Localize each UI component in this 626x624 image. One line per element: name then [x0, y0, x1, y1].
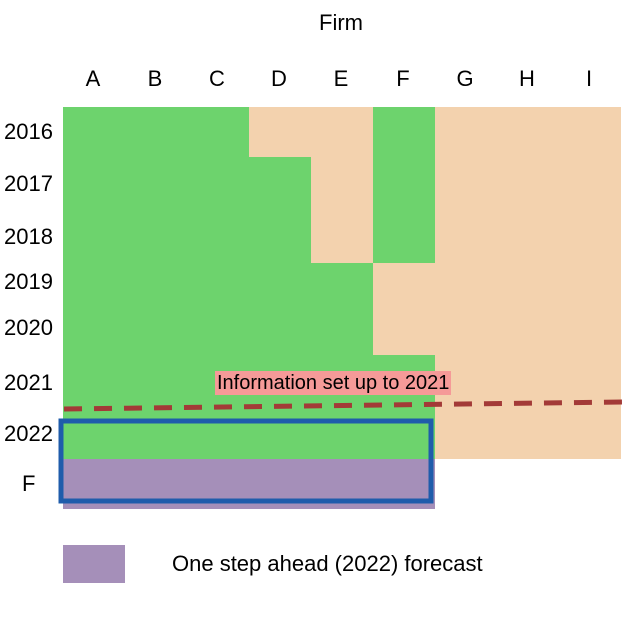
legend-swatch [63, 545, 125, 583]
grid-cell-2018-c [187, 210, 249, 263]
information-set-line [63, 399, 626, 412]
grid-cell-2019-c [187, 263, 249, 300]
grid-cell-2020-b [125, 300, 187, 355]
grid-cell-2022-i [559, 410, 621, 459]
grid-cell-2020-d [249, 300, 311, 355]
column-label-f: F [396, 66, 410, 91]
column-label-i: I [585, 66, 593, 91]
grid-cell-2018-d [249, 210, 311, 263]
legend-label: One step ahead (2022) forecast [172, 551, 483, 576]
grid-cell-2022-b [125, 410, 187, 459]
grid-cell-2019-b [125, 263, 187, 300]
grid-cell-2022-d [249, 410, 311, 459]
grid-cell-2018-i [559, 210, 621, 263]
grid-cell-2016-i [559, 107, 621, 157]
grid-cell-2020-g [435, 300, 497, 355]
grid-cell-2019-g [435, 263, 497, 300]
column-label-g: G [456, 66, 474, 91]
row-label-2018: 2018 [4, 224, 53, 249]
grid-cell-2016-g [435, 107, 497, 157]
grid-cell-2021-a [63, 355, 125, 410]
grid-cell-2016-h [497, 107, 559, 157]
column-label-d: D [271, 66, 287, 91]
grid-cell-2017-a [63, 157, 125, 210]
grid-cell-2017-i [559, 157, 621, 210]
grid-cell-2019-h [497, 263, 559, 300]
grid-cell-2019-e [311, 263, 373, 300]
grid-cell-2020-i [559, 300, 621, 355]
grid-cell-2016-b [125, 107, 187, 157]
grid-cell-2022-a [63, 410, 125, 459]
grid-cell-2019-a [63, 263, 125, 300]
grid-cell-2017-b [125, 157, 187, 210]
grid-cell-2019-i [559, 263, 621, 300]
column-label-a: A [85, 66, 101, 91]
grid-cell-2020-e [311, 300, 373, 355]
grid-cell-2018-h [497, 210, 559, 263]
grid-cell-2016-f [373, 107, 435, 157]
row-label-2019: 2019 [4, 269, 53, 294]
grid-cell-2022-e [311, 410, 373, 459]
grid-cell-2016-a [63, 107, 125, 157]
grid-cell-2021-b [125, 355, 187, 410]
grid-cell-2016-e [311, 107, 373, 157]
row-label-2017: 2017 [4, 171, 53, 196]
row-label-2016: 2016 [4, 119, 53, 144]
grid-cell-2017-e [311, 157, 373, 210]
grid-cell-2018-g [435, 210, 497, 263]
row-label-2022: 2022 [4, 421, 53, 446]
grid-cell-2022-h [497, 410, 559, 459]
grid-cell-2022-g [435, 410, 497, 459]
evaluation-box [58, 418, 434, 504]
grid-cell-2017-c [187, 157, 249, 210]
column-label-h: H [519, 66, 535, 91]
grid-cell-2019-f [373, 263, 435, 300]
column-label-c: C [209, 66, 225, 91]
row-label-2020: 2020 [4, 315, 53, 340]
grid-cell-2017-g [435, 157, 497, 210]
grid-cell-2018-f [373, 210, 435, 263]
grid-cell-2022-c [187, 410, 249, 459]
grid-cell-2016-c [187, 107, 249, 157]
grid-cell-2018-b [125, 210, 187, 263]
grid-cell-2020-f [373, 300, 435, 355]
column-label-b: B [147, 66, 163, 91]
grid-cell-2020-h [497, 300, 559, 355]
column-label-e: E [333, 66, 349, 91]
grid-cell-2020-a [63, 300, 125, 355]
grid-cell-2019-d [249, 263, 311, 300]
grid-cell-2022-f [373, 410, 435, 459]
grid-cell-2017-h [497, 157, 559, 210]
row-label-forecast: F [22, 471, 36, 496]
grid-cell-2018-e [311, 210, 373, 263]
grid-cell-2017-f [373, 157, 435, 210]
chart-title: Firm [319, 10, 363, 35]
information-set-label: Information set up to 2021 [215, 371, 452, 395]
row-label-2021: 2021 [4, 370, 53, 395]
grid-cell-2018-a [63, 210, 125, 263]
grid-cell-2020-c [187, 300, 249, 355]
grid-cell-2016-d [249, 107, 311, 157]
grid-cell-2017-d [249, 157, 311, 210]
